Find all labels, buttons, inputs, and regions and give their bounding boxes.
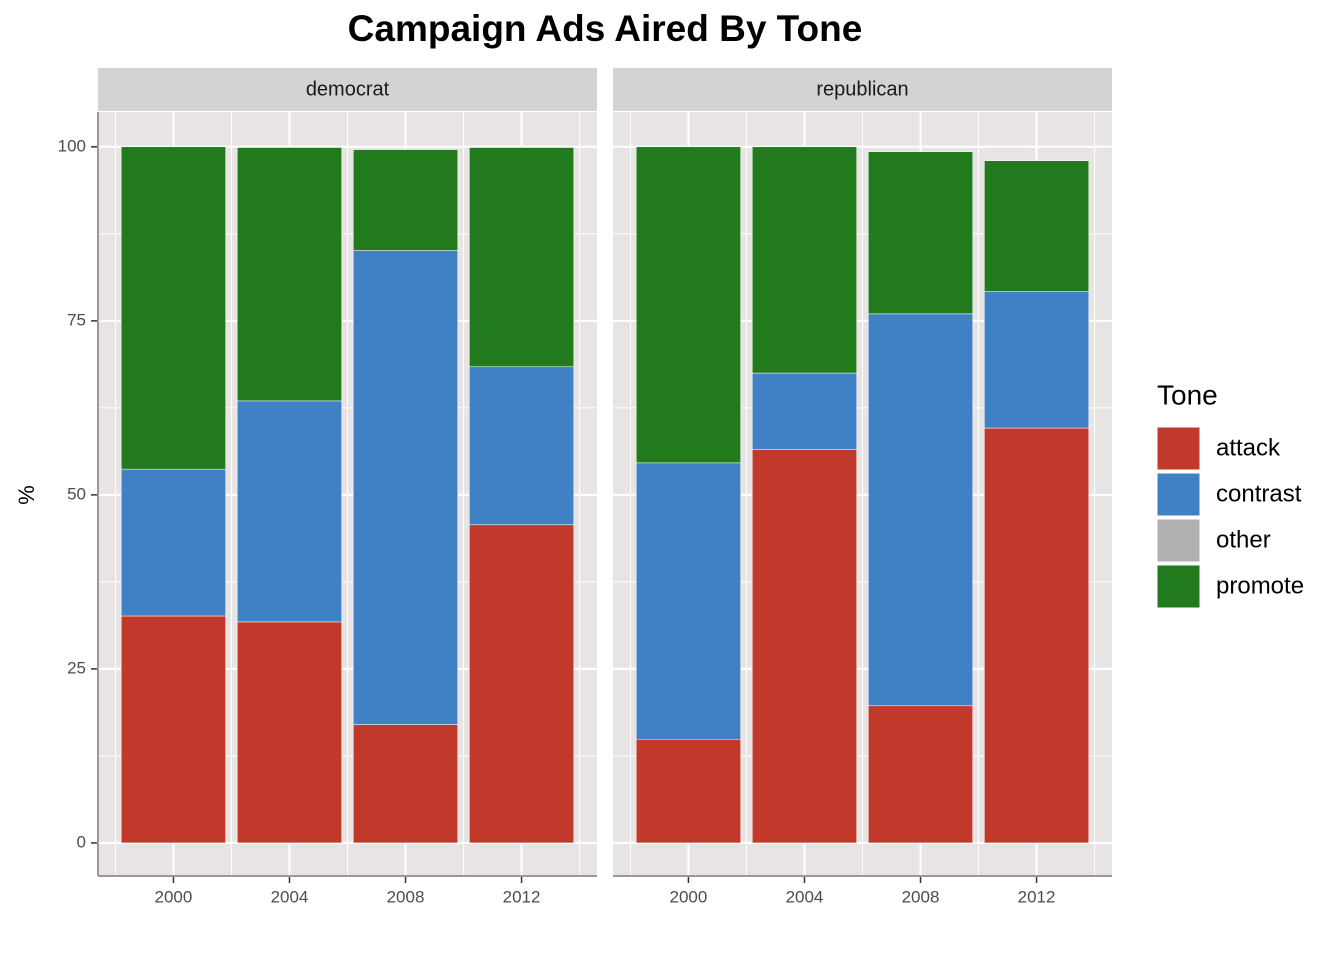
x-tick-label: 2004 — [271, 887, 309, 906]
bar-segment — [752, 372, 857, 450]
bar-segment — [868, 705, 973, 844]
strip-label: republican — [816, 78, 908, 100]
bar-segment — [120, 615, 226, 844]
strip-background — [98, 68, 597, 111]
bar-segment — [868, 313, 973, 707]
y-axis-label: % — [14, 485, 39, 505]
y-tick-label: 75 — [67, 310, 86, 329]
bar-segment — [237, 147, 342, 402]
x-tick-label: 2008 — [387, 887, 425, 906]
legend-label: attack — [1216, 434, 1281, 461]
bar-segment — [984, 427, 1090, 844]
x-tick-label: 2000 — [670, 887, 708, 906]
bar-segment — [635, 462, 741, 740]
bar-segment — [469, 366, 575, 526]
bar-segment — [984, 291, 1090, 429]
x-tick-label: 2008 — [902, 887, 940, 906]
y-tick-label: 25 — [67, 658, 86, 677]
y-tick-label: 0 — [77, 832, 86, 851]
bar-segment — [237, 621, 342, 844]
y-tick-label: 100 — [58, 136, 86, 155]
y-tick-label: 50 — [67, 484, 86, 503]
x-tick-label: 2004 — [786, 887, 824, 906]
bar-segment — [752, 146, 857, 374]
bar-segment — [868, 151, 973, 315]
bar-segment — [237, 400, 342, 623]
bar-segment — [353, 149, 458, 251]
legend-key — [1156, 426, 1201, 471]
bar-segment — [353, 250, 458, 725]
bar-segment — [120, 146, 226, 470]
bar-segment — [353, 724, 458, 844]
strip-background — [613, 68, 1112, 111]
legend-label: promote — [1216, 572, 1304, 599]
bar-segment — [635, 146, 741, 464]
chart-title: Campaign Ads Aired By Tone — [348, 8, 863, 49]
legend-label: other — [1216, 526, 1271, 553]
x-tick-label: 2000 — [155, 887, 193, 906]
legend-key — [1156, 518, 1201, 563]
legend-key — [1156, 564, 1201, 609]
bar-segment — [469, 147, 575, 368]
legend-title: Tone — [1157, 379, 1218, 410]
legend-label: contrast — [1216, 480, 1302, 507]
x-tick-label: 2012 — [503, 887, 541, 906]
strip-label: democrat — [306, 78, 390, 100]
bar-segment — [635, 738, 741, 844]
x-tick-label: 2012 — [1018, 887, 1056, 906]
bar-segment — [469, 524, 575, 844]
legend-key — [1156, 472, 1201, 517]
bar-segment — [752, 449, 857, 844]
bar-segment — [120, 468, 226, 617]
bar-segment — [984, 160, 1090, 292]
